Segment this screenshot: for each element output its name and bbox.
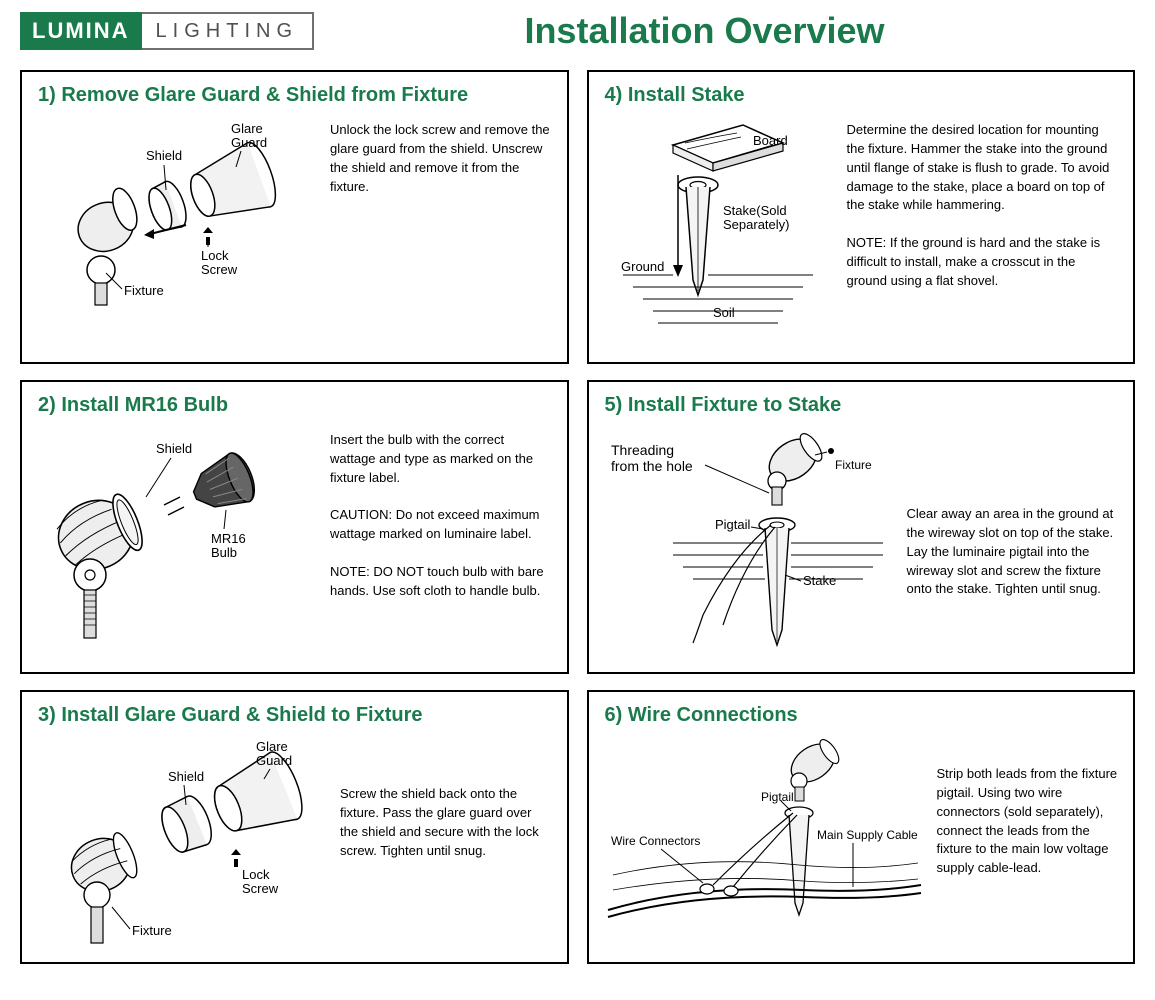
panel-remove-glare-guard: 1) Remove Glare Guard & Shield from Fixt… <box>20 70 569 364</box>
panel-text: Determine the desired location for mount… <box>847 115 1120 350</box>
svg-text:Stake: Stake <box>803 573 836 588</box>
svg-text:MR16: MR16 <box>211 531 246 546</box>
svg-text:Wire Connectors: Wire Connectors <box>611 834 700 848</box>
illustration-step3: Glare Guard Shield Lock Screw Fixture <box>36 735 326 950</box>
svg-text:Glare: Glare <box>256 739 288 754</box>
svg-text:Guard: Guard <box>256 753 292 768</box>
installation-overview-page: LUMINA LIGHTING Installation Overview 1)… <box>0 0 1155 984</box>
svg-text:Screw: Screw <box>242 881 279 896</box>
svg-text:Fixture: Fixture <box>835 458 872 472</box>
panel-title: 2) Install MR16 Bulb <box>38 394 553 417</box>
panel-title: 6) Wire Connections <box>605 704 1120 727</box>
svg-text:Board: Board <box>753 133 788 148</box>
illustration-step1: Glare Guard Shield Lock Screw Fixture <box>36 115 316 320</box>
svg-text:Bulb: Bulb <box>211 545 237 560</box>
svg-text:Shield: Shield <box>146 148 182 163</box>
panel-install-glare-guard: 3) Install Glare Guard & Shield to Fixtu… <box>20 690 569 964</box>
brand-logo: LUMINA LIGHTING <box>20 12 314 50</box>
panel-text: Screw the shield back onto the fixture. … <box>340 735 553 950</box>
svg-text:Threading: Threading <box>611 442 674 458</box>
svg-text:Shield: Shield <box>168 769 204 784</box>
panel-install-bulb: 2) Install MR16 Bulb <box>20 380 569 674</box>
svg-text:Shield: Shield <box>156 441 192 456</box>
svg-text:Guard: Guard <box>231 135 267 150</box>
panel-title: 3) Install Glare Guard & Shield to Fixtu… <box>38 704 553 727</box>
svg-text:Fixture: Fixture <box>124 283 164 298</box>
svg-text:Stake(Sold: Stake(Sold <box>723 203 787 218</box>
panels-grid: 1) Remove Glare Guard & Shield from Fixt… <box>20 70 1135 964</box>
svg-text:Lock: Lock <box>242 867 270 882</box>
panel-text: Unlock the lock screw and remove the gla… <box>330 115 553 320</box>
svg-text:Pigtail: Pigtail <box>715 517 751 532</box>
svg-text:Pigtail: Pigtail <box>761 790 794 804</box>
illustration-step4: Board <box>603 115 833 350</box>
svg-text:Main Supply Cable: Main Supply Cable <box>817 828 918 842</box>
logo-lumina: LUMINA <box>20 12 142 50</box>
panel-text: Strip both leads from the fixture pigtai… <box>937 735 1120 940</box>
illustration-step6: Pigtail Wire Connectors Main Supply Cabl… <box>603 735 923 940</box>
svg-text:Separately): Separately) <box>723 217 789 232</box>
svg-text:Fixture: Fixture <box>132 923 172 938</box>
svg-text:Ground: Ground <box>621 259 664 274</box>
panel-title: 4) Install Stake <box>605 84 1120 107</box>
panel-title: 1) Remove Glare Guard & Shield from Fixt… <box>38 84 553 107</box>
svg-text:Screw: Screw <box>201 262 238 277</box>
svg-text:Lock: Lock <box>201 248 229 263</box>
panel-wire-connections: 6) Wire Connections <box>587 690 1136 964</box>
panel-text: Clear away an area in the ground at the … <box>907 425 1120 660</box>
illustration-step5: Threading from the hole Fixture Pigtail … <box>603 425 893 660</box>
panel-fixture-to-stake: 5) Install Fixture to Stake <box>587 380 1136 674</box>
panel-title: 5) Install Fixture to Stake <box>605 394 1120 417</box>
header: LUMINA LIGHTING Installation Overview <box>20 10 1135 52</box>
svg-text:from the hole: from the hole <box>611 458 693 474</box>
svg-text:Glare: Glare <box>231 121 263 136</box>
panel-text: Insert the bulb with the correct wattage… <box>330 425 553 650</box>
svg-text:Soil: Soil <box>713 305 735 320</box>
panel-install-stake: 4) Install Stake Board <box>587 70 1136 364</box>
page-title: Installation Overview <box>274 10 1135 52</box>
illustration-step2: Shield MR16 Bulb <box>36 425 316 650</box>
